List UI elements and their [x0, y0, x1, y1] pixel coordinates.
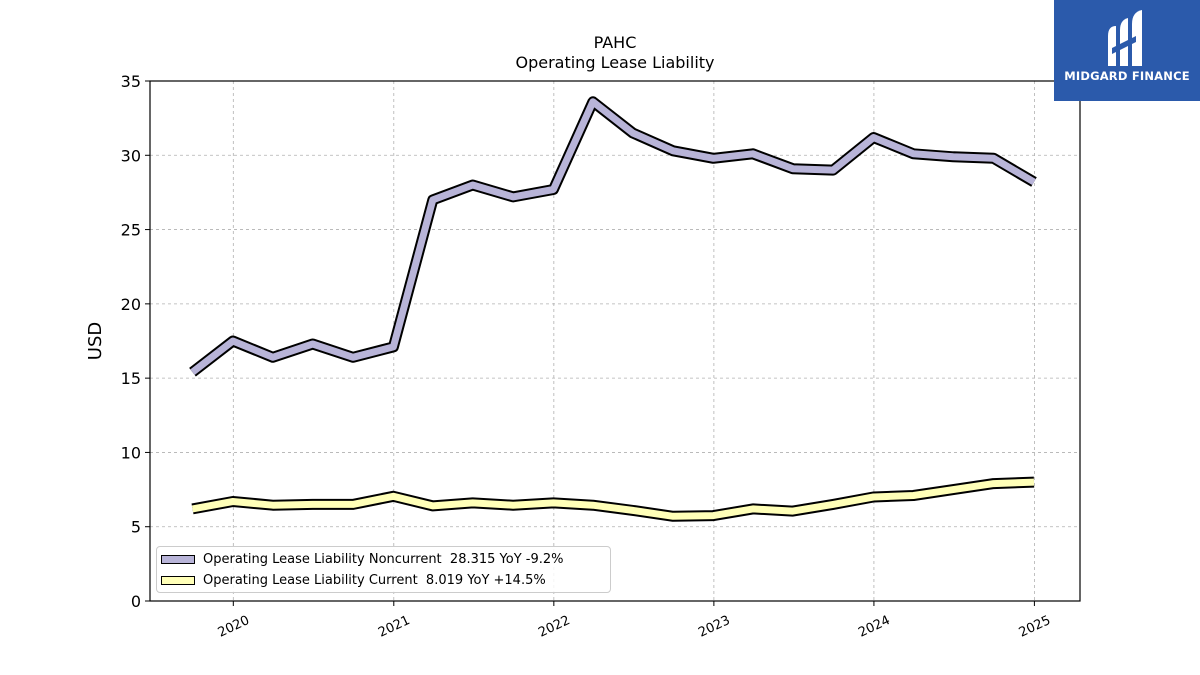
- y-axis-label: USD: [85, 322, 106, 360]
- legend-item-current: Operating Lease Liability Current 8.019 …: [161, 571, 546, 589]
- x-tick-label: 2022: [536, 613, 572, 641]
- series-noncurrent: [189, 96, 1037, 377]
- legend-swatch-noncurrent: [161, 554, 195, 564]
- legend-label-current: Operating Lease Liability Current 8.019 …: [203, 572, 546, 588]
- legend: Operating Lease Liability Noncurrent 28.…: [156, 546, 611, 593]
- brand-logo: MIDGARD FINANCE: [1054, 0, 1200, 101]
- brand-name: MIDGARD FINANCE: [1064, 69, 1190, 83]
- legend-label-noncurrent: Operating Lease Liability Noncurrent 28.…: [203, 551, 564, 567]
- x-tick-label: 2024: [856, 613, 892, 641]
- series-outline: [189, 96, 1037, 377]
- x-axis: 2020 2021 2022 2023 2024 2025: [216, 601, 1053, 641]
- y-tick-label: 30: [121, 146, 141, 165]
- y-tick-label: 5: [131, 518, 141, 537]
- series-line: [191, 478, 1035, 520]
- y-tick-label: 25: [121, 221, 141, 240]
- series-line: [190, 98, 1036, 375]
- y-tick-label: 35: [121, 72, 141, 91]
- x-tick-label: 2025: [1017, 613, 1053, 641]
- y-tick-label: 0: [131, 592, 141, 611]
- y-tick-label: 20: [121, 295, 141, 314]
- series-current: [191, 476, 1035, 522]
- x-tick-label: 2021: [376, 613, 412, 641]
- y-tick-label: 15: [121, 369, 141, 388]
- chart-subtitle: Operating Lease Liability: [515, 53, 714, 72]
- plot-frame: [149, 80, 1081, 602]
- series-layer: [189, 96, 1037, 522]
- x-tick-label: 2020: [216, 613, 252, 641]
- y-tick-label: 10: [121, 443, 141, 462]
- chart-title: PAHC: [594, 33, 637, 52]
- legend-item-noncurrent: Operating Lease Liability Noncurrent 28.…: [161, 550, 564, 568]
- y-axis: 0 5 10 15 20 25 30 35: [121, 72, 150, 611]
- logo-mark-icon: [1108, 10, 1142, 66]
- x-tick-label: 2023: [696, 613, 732, 641]
- legend-swatch-current: [161, 575, 195, 585]
